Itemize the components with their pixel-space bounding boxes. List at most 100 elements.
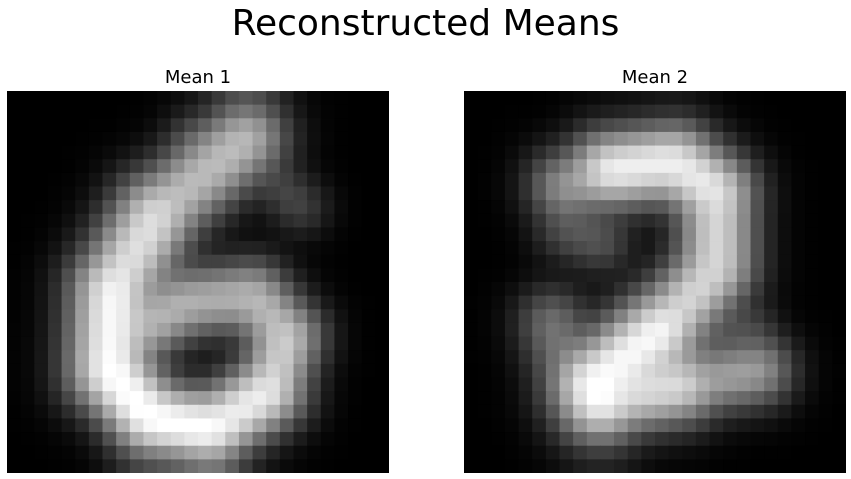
mean-1-pixel-14-0 bbox=[7, 282, 22, 297]
mean-2-pixel-14-23 bbox=[777, 282, 793, 297]
mean-2-pixel-24-2 bbox=[491, 418, 506, 433]
mean-2-pixel-25-16 bbox=[682, 432, 697, 447]
mean-2-pixel-21-19 bbox=[723, 377, 738, 392]
mean-1-pixel-3-16 bbox=[225, 131, 240, 147]
mean-1-pixel-10-22 bbox=[307, 227, 322, 242]
mean-1-pixel-6-1 bbox=[20, 172, 35, 188]
mean-2-pixel-26-5 bbox=[532, 445, 547, 460]
mean-1-pixel-3-25 bbox=[348, 131, 363, 147]
mean-2-pixel-25-1 bbox=[477, 432, 492, 447]
mean-2-pixel-10-11 bbox=[614, 227, 629, 242]
mean-2-pixel-22-24 bbox=[791, 391, 806, 406]
mean-2-pixel-15-21 bbox=[750, 295, 765, 310]
mean-1-pixel-4-21 bbox=[293, 145, 308, 160]
mean-1-pixel-0-4 bbox=[61, 91, 76, 106]
mean-2-pixel-17-13 bbox=[641, 322, 656, 338]
mean-2-pixel-5-16 bbox=[682, 159, 697, 174]
mean-1-pixel-23-0 bbox=[7, 404, 22, 420]
mean-1-pixel-7-22 bbox=[307, 186, 322, 201]
mean-2-pixel-22-14 bbox=[655, 391, 670, 406]
mean-2-pixel-6-13 bbox=[641, 172, 656, 188]
mean-2-pixel-11-3 bbox=[504, 241, 520, 256]
mean-1-pixel-23-15 bbox=[211, 404, 226, 420]
mean-2-pixel-5-14 bbox=[655, 159, 670, 174]
mean-2-pixel-7-20 bbox=[736, 186, 752, 201]
mean-2-pixel-5-10 bbox=[600, 159, 615, 174]
mean-1-pixel-22-12 bbox=[170, 391, 185, 406]
mean-2-pixel-21-25 bbox=[805, 377, 820, 392]
mean-1-pixel-20-24 bbox=[334, 363, 349, 379]
mean-2-pixel-19-3 bbox=[504, 350, 520, 365]
mean-2-pixel-0-3 bbox=[504, 91, 520, 106]
mean-1-pixel-25-14 bbox=[198, 432, 213, 447]
mean-1-pixel-9-6 bbox=[88, 213, 104, 229]
mean-1-pixel-17-25 bbox=[348, 322, 363, 338]
mean-1-pixel-20-6 bbox=[88, 363, 104, 379]
mean-2-pixel-17-20 bbox=[736, 322, 752, 338]
mean-1-pixel-16-9 bbox=[129, 309, 145, 324]
mean-2-pixel-14-9 bbox=[586, 282, 602, 297]
mean-2-pixel-13-6 bbox=[545, 268, 561, 283]
mean-2-pixel-2-8 bbox=[573, 118, 588, 133]
mean-2-pixel-26-20 bbox=[736, 445, 752, 460]
mean-2-pixel-16-17 bbox=[695, 309, 711, 324]
mean-1-pixel-20-2 bbox=[34, 363, 49, 379]
mean-2-pixel-1-20 bbox=[736, 104, 752, 119]
mean-1-pixel-1-8 bbox=[116, 104, 131, 119]
mean-2-pixel-23-21 bbox=[750, 404, 765, 420]
mean-2-pixel-27-26 bbox=[818, 459, 833, 473]
mean-2-pixel-3-16 bbox=[682, 131, 697, 147]
mean-1-pixel-3-9 bbox=[129, 131, 145, 147]
mean-1-pixel-15-7 bbox=[102, 295, 117, 310]
mean-2-pixel-4-10 bbox=[600, 145, 615, 160]
mean-2-pixel-21-3 bbox=[504, 377, 520, 392]
mean-2-pixel-21-7 bbox=[559, 377, 574, 392]
mean-1-pixel-16-21 bbox=[293, 309, 308, 324]
mean-2-pixel-27-1 bbox=[477, 459, 492, 473]
mean-1-pixel-20-12 bbox=[170, 363, 185, 379]
mean-2-pixel-17-12 bbox=[627, 322, 642, 338]
mean-1-pixel-8-14 bbox=[198, 200, 213, 215]
mean-1-pixel-9-24 bbox=[334, 213, 349, 229]
mean-2-pixel-9-8 bbox=[573, 213, 588, 229]
mean-2-pixel-11-0 bbox=[464, 241, 479, 256]
mean-1-pixel-5-23 bbox=[320, 159, 336, 174]
mean-1-pixel-1-7 bbox=[102, 104, 117, 119]
mean-1-pixel-2-18 bbox=[252, 118, 267, 133]
mean-1-pixel-17-18 bbox=[252, 322, 267, 338]
mean-2-pixel-7-3 bbox=[504, 186, 520, 201]
mean-1-pixel-2-19 bbox=[266, 118, 281, 133]
mean-1-pixel-14-10 bbox=[143, 282, 158, 297]
mean-2-pixel-9-1 bbox=[477, 213, 492, 229]
mean-2-pixel-10-9 bbox=[586, 227, 602, 242]
mean-2-pixel-12-10 bbox=[600, 254, 615, 269]
mean-2-pixel-25-7 bbox=[559, 432, 574, 447]
mean-2-pixel-1-6 bbox=[545, 104, 561, 119]
mean-1-pixel-15-0 bbox=[7, 295, 22, 310]
mean-1-pixel-18-16 bbox=[225, 336, 240, 351]
mean-1-pixel-19-23 bbox=[320, 350, 336, 365]
mean-2-pixel-3-7 bbox=[559, 131, 574, 147]
mean-2-pixel-8-14 bbox=[655, 200, 670, 215]
mean-2-pixel-9-13 bbox=[641, 213, 656, 229]
mean-2-pixel-24-14 bbox=[655, 418, 670, 433]
mean-2-pixel-18-26 bbox=[818, 336, 833, 351]
mean-1-pixel-8-17 bbox=[238, 200, 254, 215]
mean-2-pixel-26-11 bbox=[614, 445, 629, 460]
mean-2-pixel-25-2 bbox=[491, 432, 506, 447]
mean-2-pixel-17-24 bbox=[791, 322, 806, 338]
mean-2-pixel-12-1 bbox=[477, 254, 492, 269]
mean-2-pixel-1-7 bbox=[559, 104, 574, 119]
mean-2-pixel-23-14 bbox=[655, 404, 670, 420]
mean-2-pixel-16-5 bbox=[532, 309, 547, 324]
mean-1-pixel-0-20 bbox=[279, 91, 295, 106]
mean-1-pixel-9-7 bbox=[102, 213, 117, 229]
mean-1-pixel-0-2 bbox=[34, 91, 49, 106]
mean-1-pixel-24-20 bbox=[279, 418, 295, 433]
mean-2-pixel-2-24 bbox=[791, 118, 806, 133]
mean-1-pixel-20-26 bbox=[361, 363, 376, 379]
mean-2-pixel-22-17 bbox=[695, 391, 711, 406]
mean-1-pixel-19-13 bbox=[184, 350, 199, 365]
mean-2-pixel-6-11 bbox=[614, 172, 629, 188]
mean-1-pixel-26-12 bbox=[170, 445, 185, 460]
